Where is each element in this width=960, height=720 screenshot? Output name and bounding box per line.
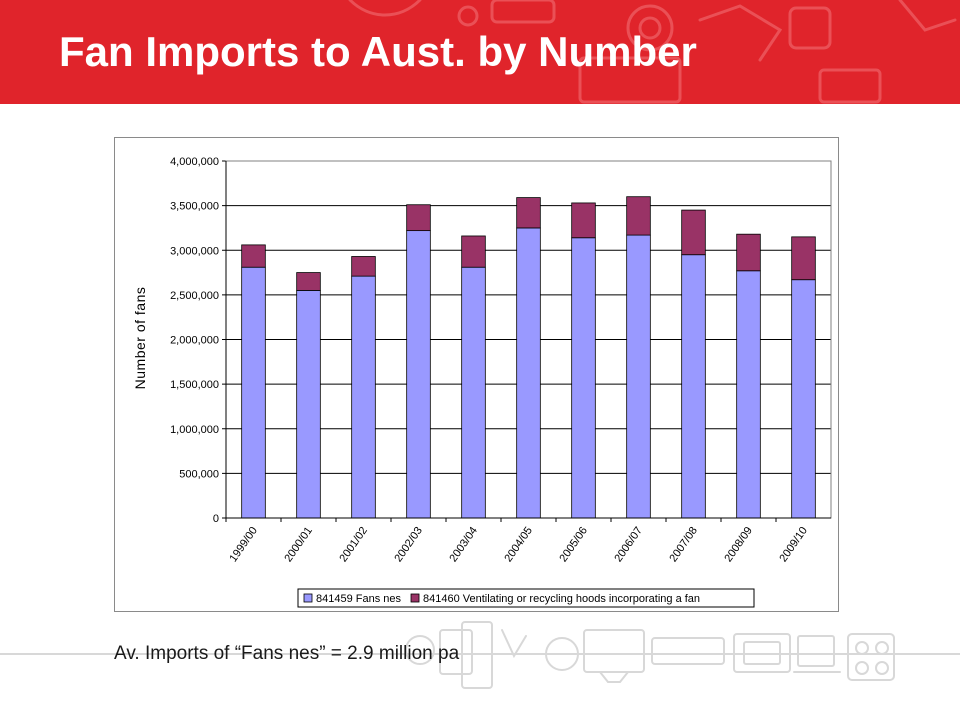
x-tick-label: 2006/07 [612,525,645,564]
x-tick-label: 2007/08 [667,525,700,564]
bar-fans-nes [791,279,816,519]
bar-fans-nes [516,227,541,519]
x-tick-label: 1999/00 [227,525,260,564]
y-tick-label: 500,000 [179,468,219,480]
bar-ventilating-hoods [351,256,376,277]
footer-appliance-pattern [0,621,960,689]
title-banner: Fan Imports to Aust. by Number [0,0,960,104]
bar-ventilating-hoods [406,204,431,232]
bar-fans-nes [351,275,376,519]
bar-fans-nes [571,237,596,519]
legend: 841459 Fans nes 841460 Ventilating or rec… [297,588,755,608]
legend-entry: 841460 Ventilating or recycling hoods in… [423,593,700,605]
bar-fans-nes [241,266,266,519]
bar-fans-nes [681,254,706,519]
bar-fans-nes [406,230,431,519]
bar-ventilating-hoods [296,272,321,291]
bar-fans-nes [626,234,651,519]
y-tick-labels: 0 500,000 1,000,000 1,500,000 2,000,000 2,500… [170,156,219,525]
slide-title: Fan Imports to Aust. by Number [59,28,697,75]
y-axis-title: Number of fans [132,287,148,390]
y-tick-label: 3,000,000 [170,245,219,257]
y-tick-label: 1,500,000 [170,379,219,391]
legend-swatch [303,593,313,603]
bar-ventilating-hoods [681,209,706,256]
bar-ventilating-hoods [241,244,266,268]
banner-appliance-pattern [348,0,957,104]
average-imports-note: Av. Imports of “Fans nes” = 2.9 million … [114,643,460,664]
x-tick-label: 2000/01 [282,525,315,564]
x-tick-label: 2001/02 [337,525,370,564]
axes [225,160,832,519]
x-tick-labels: 1999/00 2000/01 2001/02 2002/03 2003/04 2004/… [225,518,810,564]
x-tick-label: 2003/04 [447,525,480,564]
x-tick-label: 2005/06 [557,525,590,564]
chart-frame: 0 500,000 1,000,000 1,500,000 2,000,000 2,500… [114,137,839,612]
x-tick-label: 2008/09 [722,525,755,564]
bar-ventilating-hoods [461,235,486,268]
bar-ventilating-hoods [736,233,761,272]
y-tick-label: 2,500,000 [170,290,219,302]
legend-entry: 841459 Fans nes [316,593,402,605]
stacked-bar-chart: 0 500,000 1,000,000 1,500,000 2,000,000 2,500… [132,156,832,608]
y-tick-label: 0 [213,513,219,525]
bar-fans-nes [461,266,486,519]
legend-swatch [410,593,420,603]
y-tick-label: 2,000,000 [170,335,219,347]
y-tick-label: 1,000,000 [170,424,219,436]
bar-ventilating-hoods [626,196,651,236]
y-tick-label: 4,000,000 [170,156,219,168]
bar-ventilating-hoods [516,197,541,229]
bar-fans-nes [296,290,321,519]
x-tick-label: 2002/03 [392,525,425,564]
bar-ventilating-hoods [571,202,596,239]
y-tick-label: 3,500,000 [170,201,219,213]
bar-fans-nes [736,270,761,519]
bars [241,196,816,519]
legend-box [297,588,755,608]
x-tick-label: 2009/10 [777,525,810,564]
x-tick-label: 2004/05 [502,525,535,564]
bar-ventilating-hoods [791,236,816,281]
